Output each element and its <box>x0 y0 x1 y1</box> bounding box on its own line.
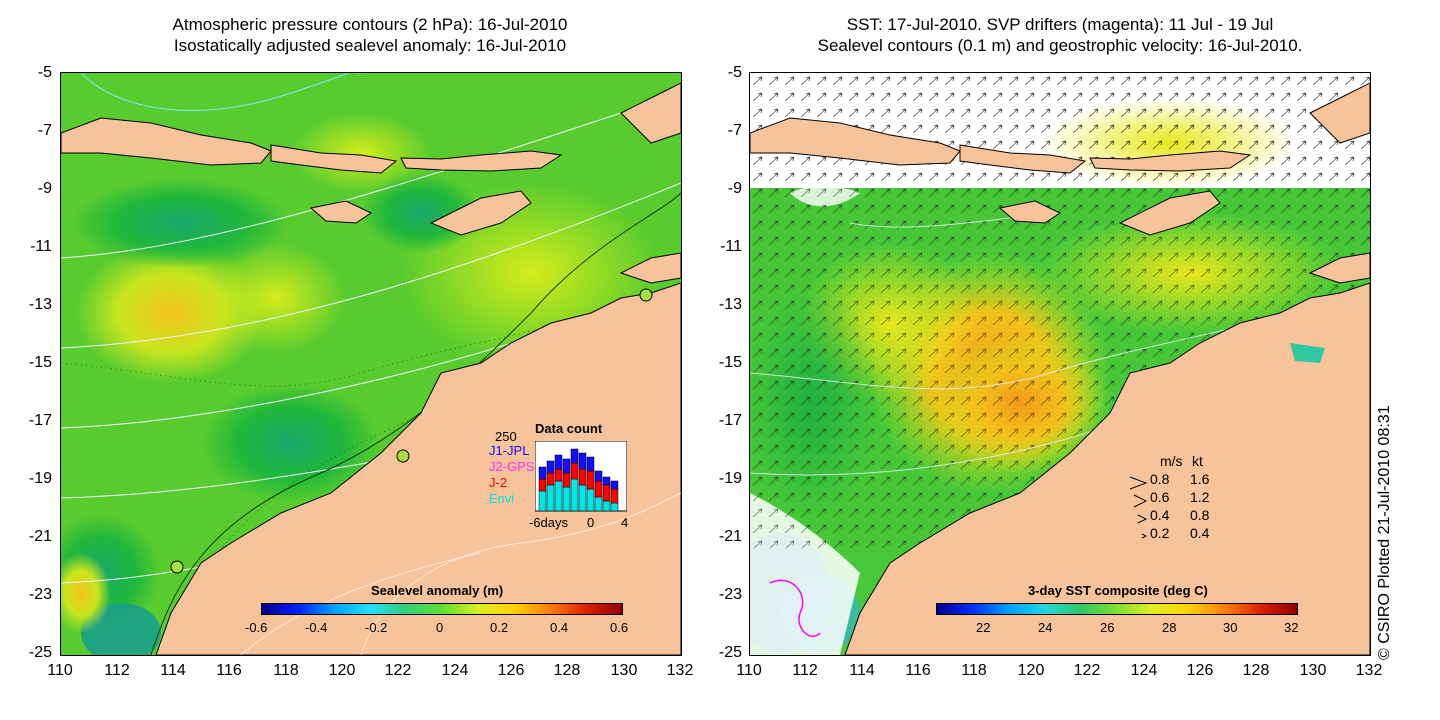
sst-colorbar-strip <box>936 603 1298 615</box>
sealevel-anomaly-map[interactable]: Data count 250 J1-JPL J2-GPS J-2 Envi -6… <box>60 72 682 656</box>
legend-j2-gps: J2-GPS <box>489 459 535 474</box>
velocity-row-kt: 0.8 <box>1190 507 1210 523</box>
plot-credit: © CSIRO Plotted 21-Jul-2010 08:31 <box>1376 405 1393 660</box>
left-x-tick: 122 <box>384 662 412 679</box>
right-x-tick: 112 <box>792 662 818 679</box>
left-y-tick: -25 <box>28 644 52 661</box>
right-y-tick: -19 <box>718 470 742 487</box>
right-y-tick: -15 <box>718 354 742 371</box>
left-x-tick: 128 <box>553 662 581 679</box>
right-x-tick: 120 <box>1017 662 1045 679</box>
sst-colorbar-title: 3-day SST composite (deg C) <box>1028 583 1208 598</box>
right-y-tick: -25 <box>718 644 742 661</box>
velocity-row-ms: 0.8 <box>1150 471 1170 487</box>
sst-map[interactable]: m/s kt 0.8 1.6 0.6 1.2 0.4 0.8 0.2 0.4 3… <box>749 72 1371 656</box>
right-x-tick: 122 <box>1073 662 1101 679</box>
data-count-title: Data count <box>535 421 603 436</box>
sst-tick: 28 <box>1162 620 1177 635</box>
data-count-xlabel-end: 4 <box>621 515 629 530</box>
sealevel-tick: 0.2 <box>490 620 509 635</box>
left-y-tick: -7 <box>37 122 52 139</box>
sealevel-tick: 0.4 <box>550 620 569 635</box>
left-y-tick: -15 <box>28 354 52 371</box>
sealevel-tick: -0.4 <box>305 620 328 635</box>
left-x-tick: 124 <box>441 662 469 679</box>
right-y-tick: -21 <box>718 528 742 545</box>
velocity-row-ms: 0.2 <box>1150 525 1170 541</box>
velocity-legend-arrows <box>1129 476 1148 539</box>
velocity-row-kt: 0.4 <box>1190 525 1210 541</box>
right-y-tick: -13 <box>718 296 742 313</box>
left-y-tick: -17 <box>28 412 52 429</box>
right-panel-title: SST: 17-Jul-2010. SVP drifters (magenta)… <box>745 14 1375 56</box>
right-x-tick: 132 <box>1355 662 1383 679</box>
sst-tick: 30 <box>1223 620 1238 635</box>
right-title-line1: SST: 17-Jul-2010. SVP drifters (magenta)… <box>846 15 1274 34</box>
right-y-tick: -17 <box>718 412 742 429</box>
right-x-tick: 126 <box>1186 662 1214 679</box>
left-x-tick: 112 <box>104 662 130 679</box>
sealevel-colorbar: Sealevel anomaly (m) -0.6 -0.4 -0.2 0 0.… <box>245 578 631 638</box>
left-x-tick: 126 <box>497 662 525 679</box>
data-count-xlabel-start: -6days <box>529 515 569 530</box>
right-x-tick: 128 <box>1242 662 1270 679</box>
legend-j1-jpl: J1-JPL <box>489 443 530 458</box>
left-x-tick: 118 <box>273 662 299 679</box>
right-y-tick: -11 <box>720 238 742 255</box>
left-y-tick: -13 <box>28 296 52 313</box>
right-title-line2: Sealevel contours (0.1 m) and geostrophi… <box>817 36 1303 55</box>
right-x-tick: 130 <box>1299 662 1327 679</box>
left-y-tick: -9 <box>37 180 52 197</box>
velocity-header-ms: m/s <box>1160 453 1183 469</box>
right-y-tick: -23 <box>718 586 742 603</box>
right-x-tick: 110 <box>736 662 762 679</box>
left-y-tick: -11 <box>30 238 52 255</box>
left-y-tick: -5 <box>37 64 52 81</box>
sst-tick: 26 <box>1100 620 1115 635</box>
data-count-bars <box>535 441 627 512</box>
velocity-row-ms: 0.6 <box>1150 489 1170 505</box>
velocity-row-ms: 0.4 <box>1150 507 1170 523</box>
left-x-tick: 132 <box>666 662 694 679</box>
velocity-row-kt: 1.6 <box>1190 471 1210 487</box>
sst-tick: 22 <box>976 620 991 635</box>
right-x-tick: 118 <box>961 662 987 679</box>
left-x-tick: 120 <box>328 662 356 679</box>
sst-tick: 24 <box>1038 620 1053 635</box>
data-count-inset: Data count 250 J1-JPL J2-GPS J-2 Envi -6… <box>489 421 629 531</box>
left-y-tick: -19 <box>28 470 52 487</box>
left-title-line1: Atmospheric pressure contours (2 hPa): 1… <box>172 15 568 34</box>
legend-envi: Envi <box>489 491 515 506</box>
sealevel-colorbar-strip <box>261 603 623 615</box>
left-panel-title: Atmospheric pressure contours (2 hPa): 1… <box>60 14 680 56</box>
data-count-ymax: 250 <box>495 429 517 444</box>
right-x-tick: 124 <box>1130 662 1158 679</box>
sealevel-tick: -0.2 <box>365 620 388 635</box>
velocity-legend: m/s kt 0.8 1.6 0.6 1.2 0.4 0.8 0.2 0.4 <box>1128 453 1228 543</box>
sealevel-tick: -0.6 <box>245 620 268 635</box>
sealevel-tick: 0.6 <box>610 620 629 635</box>
right-x-tick: 116 <box>905 662 931 679</box>
velocity-header-kt: kt <box>1192 453 1203 469</box>
right-x-tick: 114 <box>849 662 875 679</box>
right-y-tick: -9 <box>727 180 742 197</box>
left-x-tick: 114 <box>160 662 186 679</box>
left-x-tick: 130 <box>610 662 638 679</box>
sst-tick: 32 <box>1284 620 1299 635</box>
data-count-xlabel-zero: 0 <box>587 515 595 530</box>
legend-j2: J-2 <box>489 475 508 490</box>
left-y-tick: -21 <box>28 528 52 545</box>
right-y-tick: -7 <box>727 122 742 139</box>
left-y-tick: -23 <box>28 586 52 603</box>
left-title-line2: Isostatically adjusted sealevel anomaly:… <box>173 36 567 55</box>
sealevel-colorbar-title: Sealevel anomaly (m) <box>371 583 504 598</box>
left-x-tick: 116 <box>216 662 242 679</box>
left-x-tick: 110 <box>47 662 73 679</box>
velocity-row-kt: 1.2 <box>1190 489 1210 505</box>
sealevel-tick: 0 <box>436 620 444 635</box>
sst-colorbar: 3-day SST composite (deg C) 22 24 26 28 … <box>928 578 1308 638</box>
right-y-tick: -5 <box>727 64 742 81</box>
